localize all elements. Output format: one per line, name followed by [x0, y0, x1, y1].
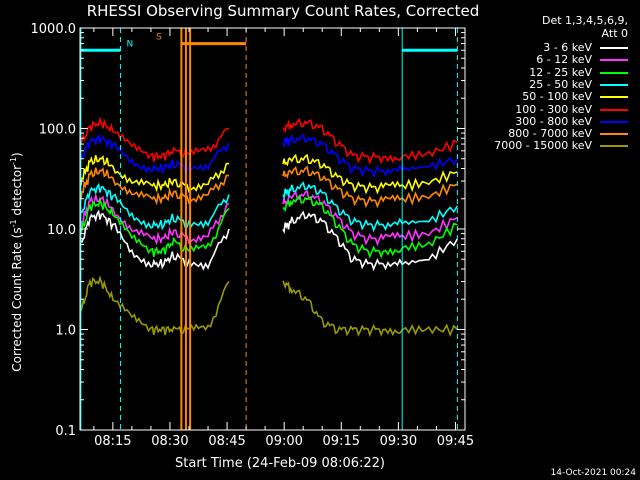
y-axis-label-sup1: -1	[9, 219, 18, 227]
legend-label: 25 - 50 keV	[529, 77, 592, 91]
series-line-2-seg-0	[80, 197, 230, 257]
x-tick-label-5: 09:30	[380, 434, 417, 449]
series-line-4-seg-1	[282, 153, 458, 195]
legend-swatch	[600, 108, 628, 111]
flag-label-S: S	[156, 33, 162, 43]
series-line-0-seg-0	[80, 209, 230, 271]
footer-date: 14-Oct-2021 00:24	[551, 468, 637, 478]
y-tick-label-0: 1000.0	[31, 22, 77, 37]
x-tick-label-4: 09:15	[323, 434, 360, 449]
y-axis-label-end: )	[10, 152, 24, 157]
y-tick-label-3: 1.0	[55, 324, 76, 339]
legend-item-6: 300 - 800 keV	[515, 114, 628, 128]
y-tick-label-1: 100.0	[39, 123, 76, 138]
legend-label: 3 - 6 keV	[543, 41, 592, 54]
legend-label: 50 - 100 keV	[522, 90, 592, 104]
legend-swatch	[600, 47, 628, 49]
legend-swatch	[600, 71, 628, 74]
x-tick-label-1: 08:30	[151, 434, 188, 449]
series-line-1-seg-0	[80, 194, 230, 246]
legend-item-2: 12 - 25 keV	[529, 65, 628, 79]
flag-label-N: N	[126, 39, 133, 49]
legend-swatch	[600, 83, 628, 86]
legend-label: 6 - 12 keV	[536, 53, 592, 67]
legend-label: 800 - 7000 keV	[508, 127, 592, 141]
svg-text:Corrected Count Rate (s-1 dete: Corrected Count Rate (s-1 detector-1)	[9, 152, 24, 371]
legend-label: 100 - 300 keV	[515, 102, 592, 116]
series-line-7-seg-1	[282, 165, 458, 209]
legend-attenuator: Att 0	[601, 27, 628, 40]
series-line-2-seg-1	[282, 194, 458, 259]
legend-item-1: 6 - 12 keV	[536, 53, 628, 67]
x-axis-label: Start Time (24-Feb-09 08:06:22)	[175, 456, 385, 471]
series-line-5-seg-0	[80, 116, 230, 162]
legend-swatch	[600, 145, 628, 148]
x-tick-label-2: 08:45	[208, 434, 245, 449]
legend-item-0: 3 - 6 keV	[543, 41, 628, 54]
legend-item-3: 25 - 50 keV	[529, 77, 628, 91]
legend-detectors: Det 1,3,4,5,6,9,	[541, 14, 628, 27]
series-line-8-seg-1	[282, 280, 458, 338]
legend-item-4: 50 - 100 keV	[522, 90, 628, 104]
y-tick-label-2: 10.0	[47, 223, 76, 238]
x-tick-label-0: 08:15	[94, 434, 131, 449]
y-tick-label-4: 0.1	[55, 424, 76, 439]
legend-item-5: 100 - 300 keV	[515, 102, 628, 116]
series-line-3-seg-1	[282, 181, 459, 233]
legend-swatch	[600, 133, 628, 136]
series-line-5-seg-1	[282, 117, 458, 165]
series-line-8-seg-0	[80, 275, 230, 336]
series-line-7-seg-0	[80, 167, 229, 206]
legend-item-8: 7000 - 15000 keV	[494, 139, 628, 153]
series-line-6-seg-0	[80, 133, 230, 175]
x-tick-label-6: 09:45	[437, 434, 474, 449]
legend-label: 300 - 800 keV	[515, 114, 592, 128]
legend-label: 7000 - 15000 keV	[494, 139, 592, 153]
legend-item-7: 800 - 7000 keV	[508, 127, 628, 141]
y-axis-label: Corrected Count Rate (s-1 detector-1)	[9, 152, 24, 371]
legend-swatch	[600, 59, 628, 62]
legend-label: 12 - 25 keV	[529, 65, 592, 79]
y-axis-label-main: Corrected Count Rate (s	[10, 227, 24, 371]
series-line-1-seg-1	[282, 189, 458, 247]
x-tick-label-3: 09:00	[265, 434, 302, 449]
legend-swatch	[600, 96, 628, 99]
y-axis-label-mid: detector	[10, 165, 24, 220]
legend: Det 1,3,4,5,6,9, Att 0	[428, 14, 628, 40]
series-line-4-seg-0	[80, 155, 230, 193]
series-line-6-seg-1	[282, 133, 459, 179]
series-line-0-seg-1	[282, 210, 459, 272]
series-line-3-seg-0	[80, 182, 230, 231]
y-axis-label-sup2: -1	[9, 157, 18, 165]
chart-title: RHESSI Observing Summary Count Rates, Co…	[87, 2, 480, 20]
legend-swatch	[600, 120, 628, 123]
